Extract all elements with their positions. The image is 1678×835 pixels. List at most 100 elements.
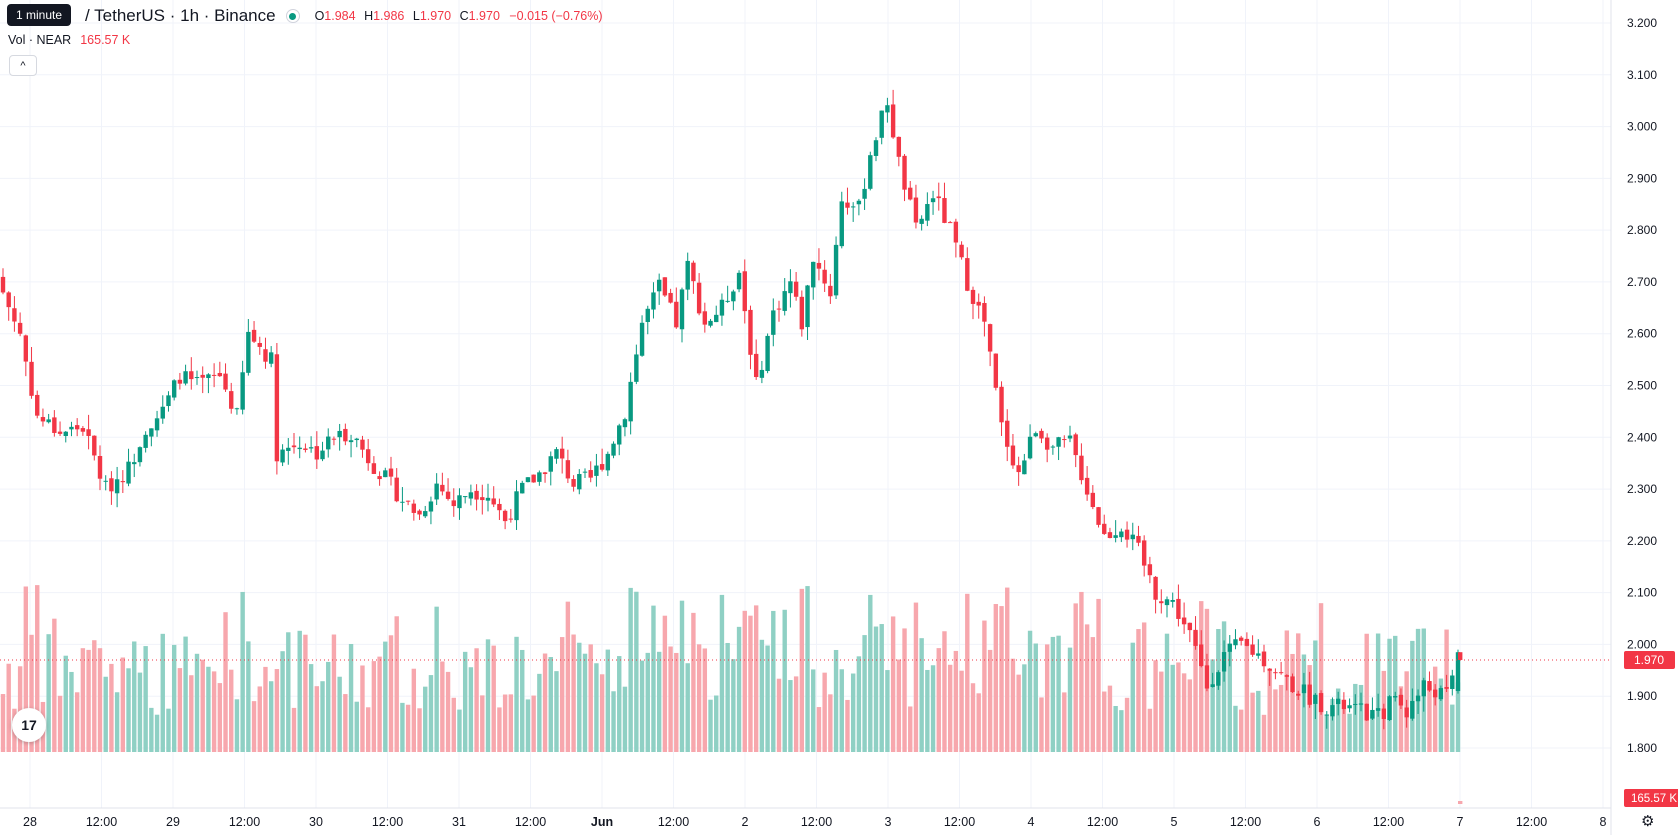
candle-body	[417, 510, 422, 515]
volume-bar	[651, 605, 656, 752]
price-axis[interactable]: 3.200 3.100 3.000 2.900 2.800 2.700 2.600 2.500…	[1610, 0, 1657, 835]
time-tick-label: 5	[1171, 815, 1178, 829]
price-tick-label: 3.000	[1627, 120, 1657, 134]
time-tick-label: 29	[166, 815, 180, 829]
candle-body	[696, 282, 702, 314]
volume-bar	[1176, 662, 1181, 752]
candle-body	[286, 447, 291, 451]
price-tick-label: 2.600	[1627, 327, 1657, 341]
candle-body	[1284, 675, 1290, 677]
candle-body	[1278, 672, 1284, 674]
volume-bar	[354, 701, 359, 752]
candle-body	[873, 140, 879, 156]
candle-body	[229, 391, 234, 409]
volume-bar	[297, 630, 302, 752]
volume-bar	[634, 591, 639, 752]
volume-bar	[582, 653, 588, 752]
candle-body	[103, 480, 108, 482]
volume-bar	[1102, 691, 1107, 752]
candle-body	[1458, 652, 1463, 660]
candle-body	[1335, 698, 1341, 705]
volume-bar	[1324, 715, 1329, 752]
tradingview-logo-icon[interactable]: 17	[12, 708, 46, 742]
volume-bar	[474, 648, 479, 752]
candle-body	[171, 380, 177, 398]
volume-bar	[674, 652, 679, 752]
candle-body	[1398, 694, 1404, 706]
time-axis[interactable]: 28 12:00 29 12:00 30 12:00 31 12:00 Jun 12:00 2 12:…	[0, 807, 1611, 829]
candle-body	[554, 449, 559, 459]
candle-body	[890, 104, 896, 138]
volume-bar	[845, 699, 850, 752]
market-status-icon[interactable]	[285, 9, 300, 23]
volume-bar	[1375, 633, 1381, 752]
interval-tooltip: 1 minute	[7, 4, 72, 26]
candle-body	[942, 198, 947, 223]
price-tick-label: 1.800	[1627, 741, 1657, 755]
volume-bar	[74, 692, 80, 752]
candle-body	[1421, 680, 1426, 697]
candle-body	[1107, 532, 1113, 539]
time-tick-label: 4	[1028, 815, 1035, 829]
volume-bar	[622, 686, 628, 752]
candle-body	[1296, 693, 1301, 696]
volume-bar	[1227, 650, 1232, 752]
candle-body	[1318, 693, 1324, 713]
candle-body	[23, 335, 29, 362]
candle-body	[936, 196, 941, 199]
candle-body	[1438, 688, 1444, 700]
candle-body	[1427, 681, 1432, 691]
volume-bar	[850, 673, 856, 752]
candle-body	[1113, 535, 1118, 538]
candle-body	[320, 450, 325, 460]
collapse-legend-button[interactable]: ^	[9, 55, 37, 76]
volume-bar	[314, 686, 320, 752]
volume-bar	[63, 655, 68, 752]
volume-bar	[1398, 686, 1404, 752]
candle-body	[57, 431, 63, 434]
candle-body	[959, 244, 964, 258]
candle-body	[1455, 652, 1461, 692]
volume-bar	[976, 693, 981, 752]
volume-bar	[982, 620, 987, 752]
gear-icon[interactable]: ⚙	[1641, 813, 1655, 830]
candle-body	[537, 472, 542, 482]
volume-bar	[160, 633, 165, 752]
volume-bar	[685, 663, 690, 752]
volume-bar	[485, 639, 491, 752]
candle-body	[868, 155, 873, 189]
candle-body	[1353, 703, 1358, 705]
volume-bar	[268, 681, 274, 752]
volume-bar	[211, 671, 217, 752]
candle-body	[183, 371, 188, 384]
candle-body	[314, 446, 320, 460]
symbol-title[interactable]: / TetherUS · 1h · Binance	[85, 6, 276, 25]
volume-bar	[702, 648, 708, 752]
time-tick-label: 12:00	[944, 815, 975, 829]
candle-body	[234, 408, 240, 410]
candle-body	[708, 320, 713, 326]
candle-body	[1210, 684, 1215, 687]
candle-body	[1084, 477, 1090, 495]
price-tick-label: 3.200	[1627, 16, 1657, 30]
volume-bar	[303, 634, 308, 752]
candle-body	[377, 476, 382, 480]
volume-bar	[896, 659, 902, 752]
candle-body	[86, 429, 91, 436]
volume-label[interactable]: Vol · NEAR	[8, 33, 72, 47]
candle-body	[1159, 601, 1164, 604]
candle-body	[771, 310, 776, 335]
candle-body	[634, 354, 639, 382]
volume-bar	[423, 686, 428, 752]
candle-body	[759, 369, 765, 378]
candle-body	[1136, 535, 1141, 543]
candle-body	[485, 497, 491, 501]
volume-bar	[611, 691, 616, 752]
candle-body	[982, 302, 987, 322]
volume-bar	[805, 586, 810, 752]
candle-body	[559, 448, 565, 459]
volume-bar	[1010, 658, 1016, 752]
candle-body	[976, 301, 981, 306]
volume-bar	[154, 714, 160, 752]
